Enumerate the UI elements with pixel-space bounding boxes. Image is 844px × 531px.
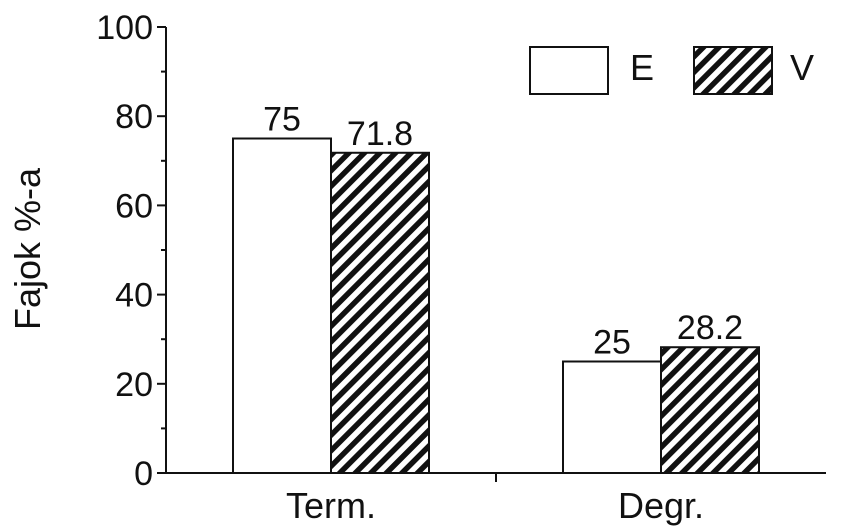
data-label-V-0: 71.8 (347, 115, 413, 153)
bar-V-0 (330, 151, 430, 474)
legend-swatch-v (693, 46, 773, 95)
y-tick-label-100: 100 (96, 9, 153, 47)
y-tick-label-60: 60 (115, 187, 153, 225)
x-tick-label-1: Degr. (618, 485, 704, 526)
bar-E-1 (562, 360, 662, 474)
legend-label-v: V (790, 47, 814, 88)
data-label-E-1: 25 (593, 324, 631, 362)
legend-swatch-e (529, 46, 609, 95)
y-tick-label-20: 20 (115, 366, 153, 404)
bar-E-0 (232, 137, 332, 474)
y-tick-label-0: 0 (134, 455, 153, 493)
plot-area: 0 20 40 60 80 100 Term. 75 71.8 Degr. 25 28.2 (96, 9, 826, 526)
y-tick-label-40: 40 (115, 277, 153, 315)
data-label-V-1: 28.2 (677, 309, 743, 347)
legend-label-e: E (630, 47, 654, 88)
legend: E V (529, 46, 814, 95)
bar-V-1 (660, 346, 760, 474)
y-axis-label: Fajok %-a (7, 167, 48, 330)
x-tick-label-0: Term. (286, 485, 376, 526)
data-label-E-0: 75 (263, 101, 301, 139)
y-tick-label-80: 80 (115, 98, 153, 136)
